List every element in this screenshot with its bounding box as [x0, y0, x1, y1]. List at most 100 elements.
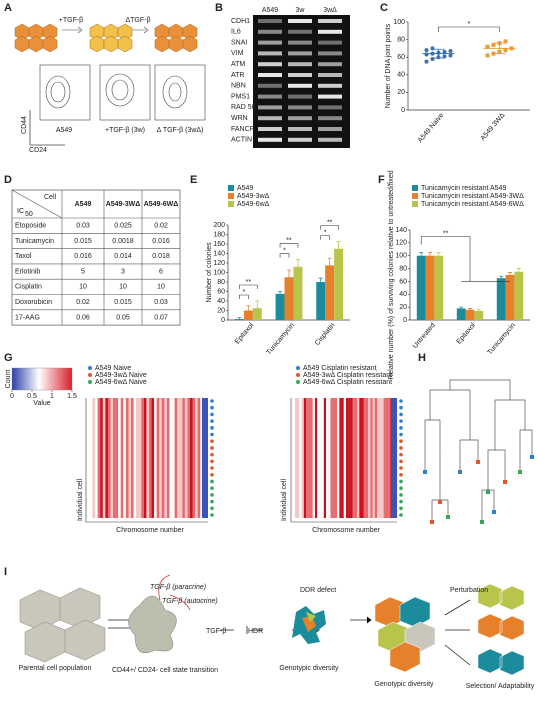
heatmap-stripe — [146, 398, 149, 518]
heatmap-stripe — [377, 398, 380, 518]
label: IC — [17, 208, 24, 215]
x-tick-label: A549 3WΔ — [480, 112, 507, 142]
heatmap-stripe — [166, 398, 170, 518]
heatmap-stripe — [143, 398, 147, 518]
table-cell: 0.02 — [154, 222, 168, 229]
bar — [456, 308, 466, 320]
point — [424, 59, 429, 64]
heatmap-stripe — [177, 398, 180, 518]
y-tick-label: 20 — [217, 307, 225, 314]
heatmap-stripe — [328, 398, 331, 518]
heatmap-stripe — [379, 398, 382, 518]
heatmap-stripe — [350, 398, 353, 518]
heatmap-stripe — [317, 398, 320, 518]
table-cell: 6 — [159, 268, 163, 275]
label: Individual cell — [77, 479, 84, 521]
legend-label: A549-6wΔ Cisplatin resistant — [303, 379, 392, 386]
label: Δ TGF-β (3wΔ) — [157, 127, 204, 134]
y-tick-label: 120 — [213, 260, 225, 267]
row-marker — [399, 419, 403, 423]
bar — [474, 311, 484, 320]
heatmap-stripe — [306, 398, 309, 518]
table-cell: 0.016 — [74, 253, 92, 260]
bar — [325, 265, 335, 320]
heatmap-stripe — [115, 398, 119, 518]
heatmap-stripe — [192, 398, 196, 518]
cell — [117, 35, 133, 53]
bar — [275, 293, 285, 320]
label: +TGF-β — [59, 17, 83, 24]
sig-bracket — [279, 243, 299, 248]
gel-band — [288, 127, 312, 131]
table-cell: 10 — [157, 284, 165, 291]
legend-label: A549-6wΔ Naive — [95, 379, 147, 386]
point — [442, 54, 447, 59]
table-cell: Tunicamycin — [15, 238, 54, 245]
y-tick-label: 0 — [221, 317, 225, 324]
point — [503, 39, 508, 44]
heatmap-stripe — [381, 398, 384, 518]
row-marker — [210, 399, 214, 403]
x-tick-label: A549 Naive — [417, 112, 446, 144]
y-tick-label: 80 — [397, 36, 405, 43]
row-marker — [399, 466, 403, 470]
row-marker — [210, 426, 214, 430]
sig-bracket — [279, 253, 290, 258]
heatmap-blue — [391, 398, 397, 518]
leaf — [458, 470, 462, 474]
point — [491, 42, 496, 47]
bar — [425, 255, 435, 320]
row-marker — [399, 459, 403, 464]
colorbar-tick-label: 1.5 — [67, 393, 77, 400]
label: Count — [5, 370, 12, 389]
label: ** — [246, 279, 252, 286]
gel-band — [288, 40, 312, 45]
heatmap-stripe — [310, 398, 313, 518]
row-marker — [399, 486, 403, 490]
gel-band — [258, 29, 282, 34]
gel-band — [318, 137, 342, 142]
sd-bar — [432, 48, 445, 59]
gel-band — [258, 83, 282, 88]
column-header: A549 — [75, 201, 92, 208]
table-cell: 0.03 — [76, 222, 90, 229]
row-marker — [399, 506, 403, 511]
leaf — [423, 470, 427, 474]
heatmap-stripe — [161, 398, 165, 518]
point — [448, 53, 453, 58]
gel-band — [258, 116, 282, 121]
point — [485, 44, 490, 49]
y-tick-label: 60 — [399, 278, 407, 285]
heatmap-stripe — [308, 398, 311, 518]
legend-label: A549-6wΔ — [237, 201, 270, 208]
bar — [334, 248, 344, 320]
column-header: A549-3WΔ — [106, 201, 141, 208]
table-cell: Taxol — [15, 253, 32, 260]
cell — [154, 35, 170, 53]
colorbar-tick-label: 0 — [10, 393, 14, 400]
leaf — [430, 520, 434, 524]
table-cell: 0.02 — [76, 299, 90, 306]
heatmap-stripe — [385, 398, 389, 518]
row-marker — [210, 459, 214, 464]
row-marker — [399, 405, 403, 410]
error-bar — [255, 300, 260, 309]
bar — [514, 271, 524, 320]
heatmap-stripe — [138, 398, 142, 518]
label: TGF-β (autocrine) — [162, 598, 218, 605]
colorbar-tick-label: 1 — [50, 393, 54, 400]
label: ACTIN — [231, 137, 252, 144]
label: Genotypic diversity — [374, 681, 434, 688]
error-bar — [318, 277, 323, 282]
heatmap-stripe — [357, 398, 360, 518]
heatmap-stripe — [110, 398, 114, 518]
y-tick-label: 160 — [213, 241, 225, 248]
heatmap-stripe — [125, 398, 129, 518]
gel-band — [318, 83, 342, 88]
point — [448, 49, 453, 54]
y-tick-label: 40 — [397, 72, 405, 79]
row-marker — [399, 446, 403, 450]
legend-swatch — [228, 193, 234, 199]
heatmap-stripe — [118, 398, 121, 518]
sig-bracket — [239, 294, 249, 299]
